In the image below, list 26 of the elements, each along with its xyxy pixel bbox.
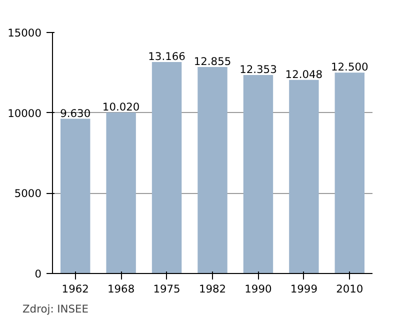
bar bbox=[106, 112, 136, 274]
bar bbox=[289, 80, 319, 274]
data-label: 9.630 bbox=[60, 106, 91, 120]
data-label: 12.500 bbox=[331, 60, 369, 74]
y-tick-label: 10000 bbox=[8, 106, 42, 120]
data-label: 12.353 bbox=[240, 63, 277, 76]
x-tick-label: 1999 bbox=[290, 282, 318, 296]
bar bbox=[152, 62, 182, 274]
x-tick-label: 1962 bbox=[62, 282, 89, 296]
bar bbox=[334, 72, 364, 274]
text: Zdroj: INSEE bbox=[22, 302, 89, 316]
data-label: 12.048 bbox=[285, 68, 323, 81]
x-tick-label: 2010 bbox=[336, 282, 364, 296]
x-tick-label: 1975 bbox=[153, 282, 180, 296]
data-label: 10.020 bbox=[102, 100, 140, 114]
y-tick-label: 5000 bbox=[14, 187, 42, 200]
x-tick-label: 1982 bbox=[198, 282, 226, 296]
data-label: 13.166 bbox=[148, 50, 186, 63]
data-label: 12.855 bbox=[194, 54, 232, 68]
y-tick-label: 0 bbox=[34, 268, 42, 280]
bar bbox=[60, 118, 90, 274]
y-tick-label: 15000 bbox=[8, 26, 42, 40]
x-tick-label: 1968 bbox=[108, 282, 135, 296]
x-tick-label: 1990 bbox=[244, 282, 272, 296]
bar bbox=[198, 66, 228, 274]
bar bbox=[243, 75, 274, 274]
